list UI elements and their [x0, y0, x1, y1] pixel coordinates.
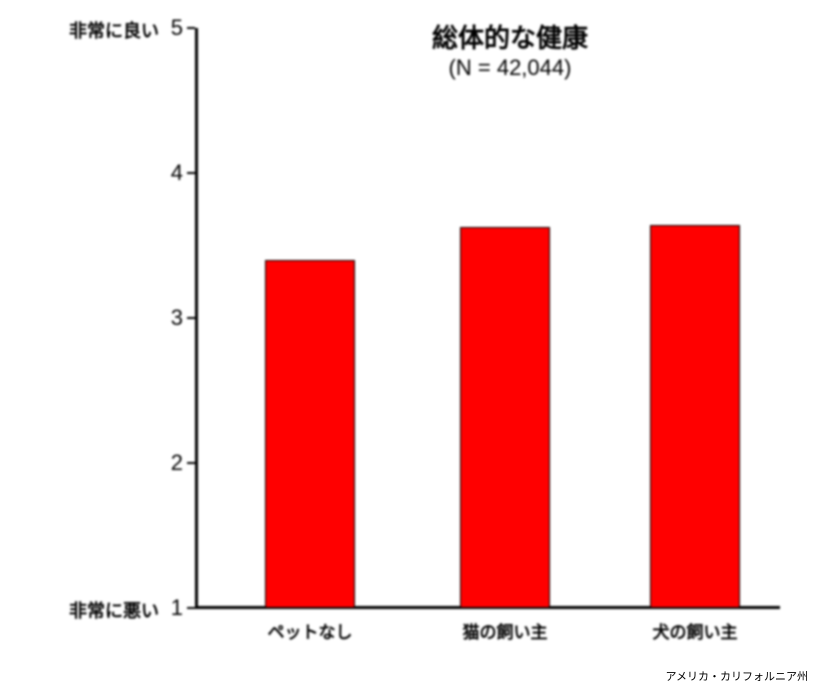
y-tick-label: 4	[171, 160, 183, 186]
y-tick-mark	[187, 172, 195, 174]
y-tick-label: 3	[171, 305, 183, 331]
y-tick-mark	[187, 27, 195, 29]
y-tick-mark	[187, 462, 195, 464]
bar-chart: 総体的な健康 (N = 42,044) 非常に良い 非常に悪い アメリカ・カリフ…	[0, 0, 828, 698]
x-category-label: ペットなし	[268, 618, 353, 643]
plot-area	[195, 28, 780, 608]
x-category-label: 猫の飼い主	[463, 618, 548, 643]
y-axis-bottom-label: 非常に悪い	[69, 597, 159, 623]
bar	[650, 225, 740, 608]
bar	[265, 260, 355, 608]
y-tick-label: 1	[171, 595, 183, 621]
y-tick-label: 5	[171, 15, 183, 41]
bar	[460, 227, 550, 608]
x-category-label: 犬の飼い主	[653, 618, 738, 643]
chart-footnote: アメリカ・カリフォルニア州	[666, 668, 808, 684]
y-axis-line	[195, 28, 198, 608]
y-tick-mark	[187, 317, 195, 319]
y-tick-label: 2	[171, 450, 183, 476]
y-tick-mark	[187, 607, 195, 609]
y-axis-top-label: 非常に良い	[69, 17, 159, 43]
